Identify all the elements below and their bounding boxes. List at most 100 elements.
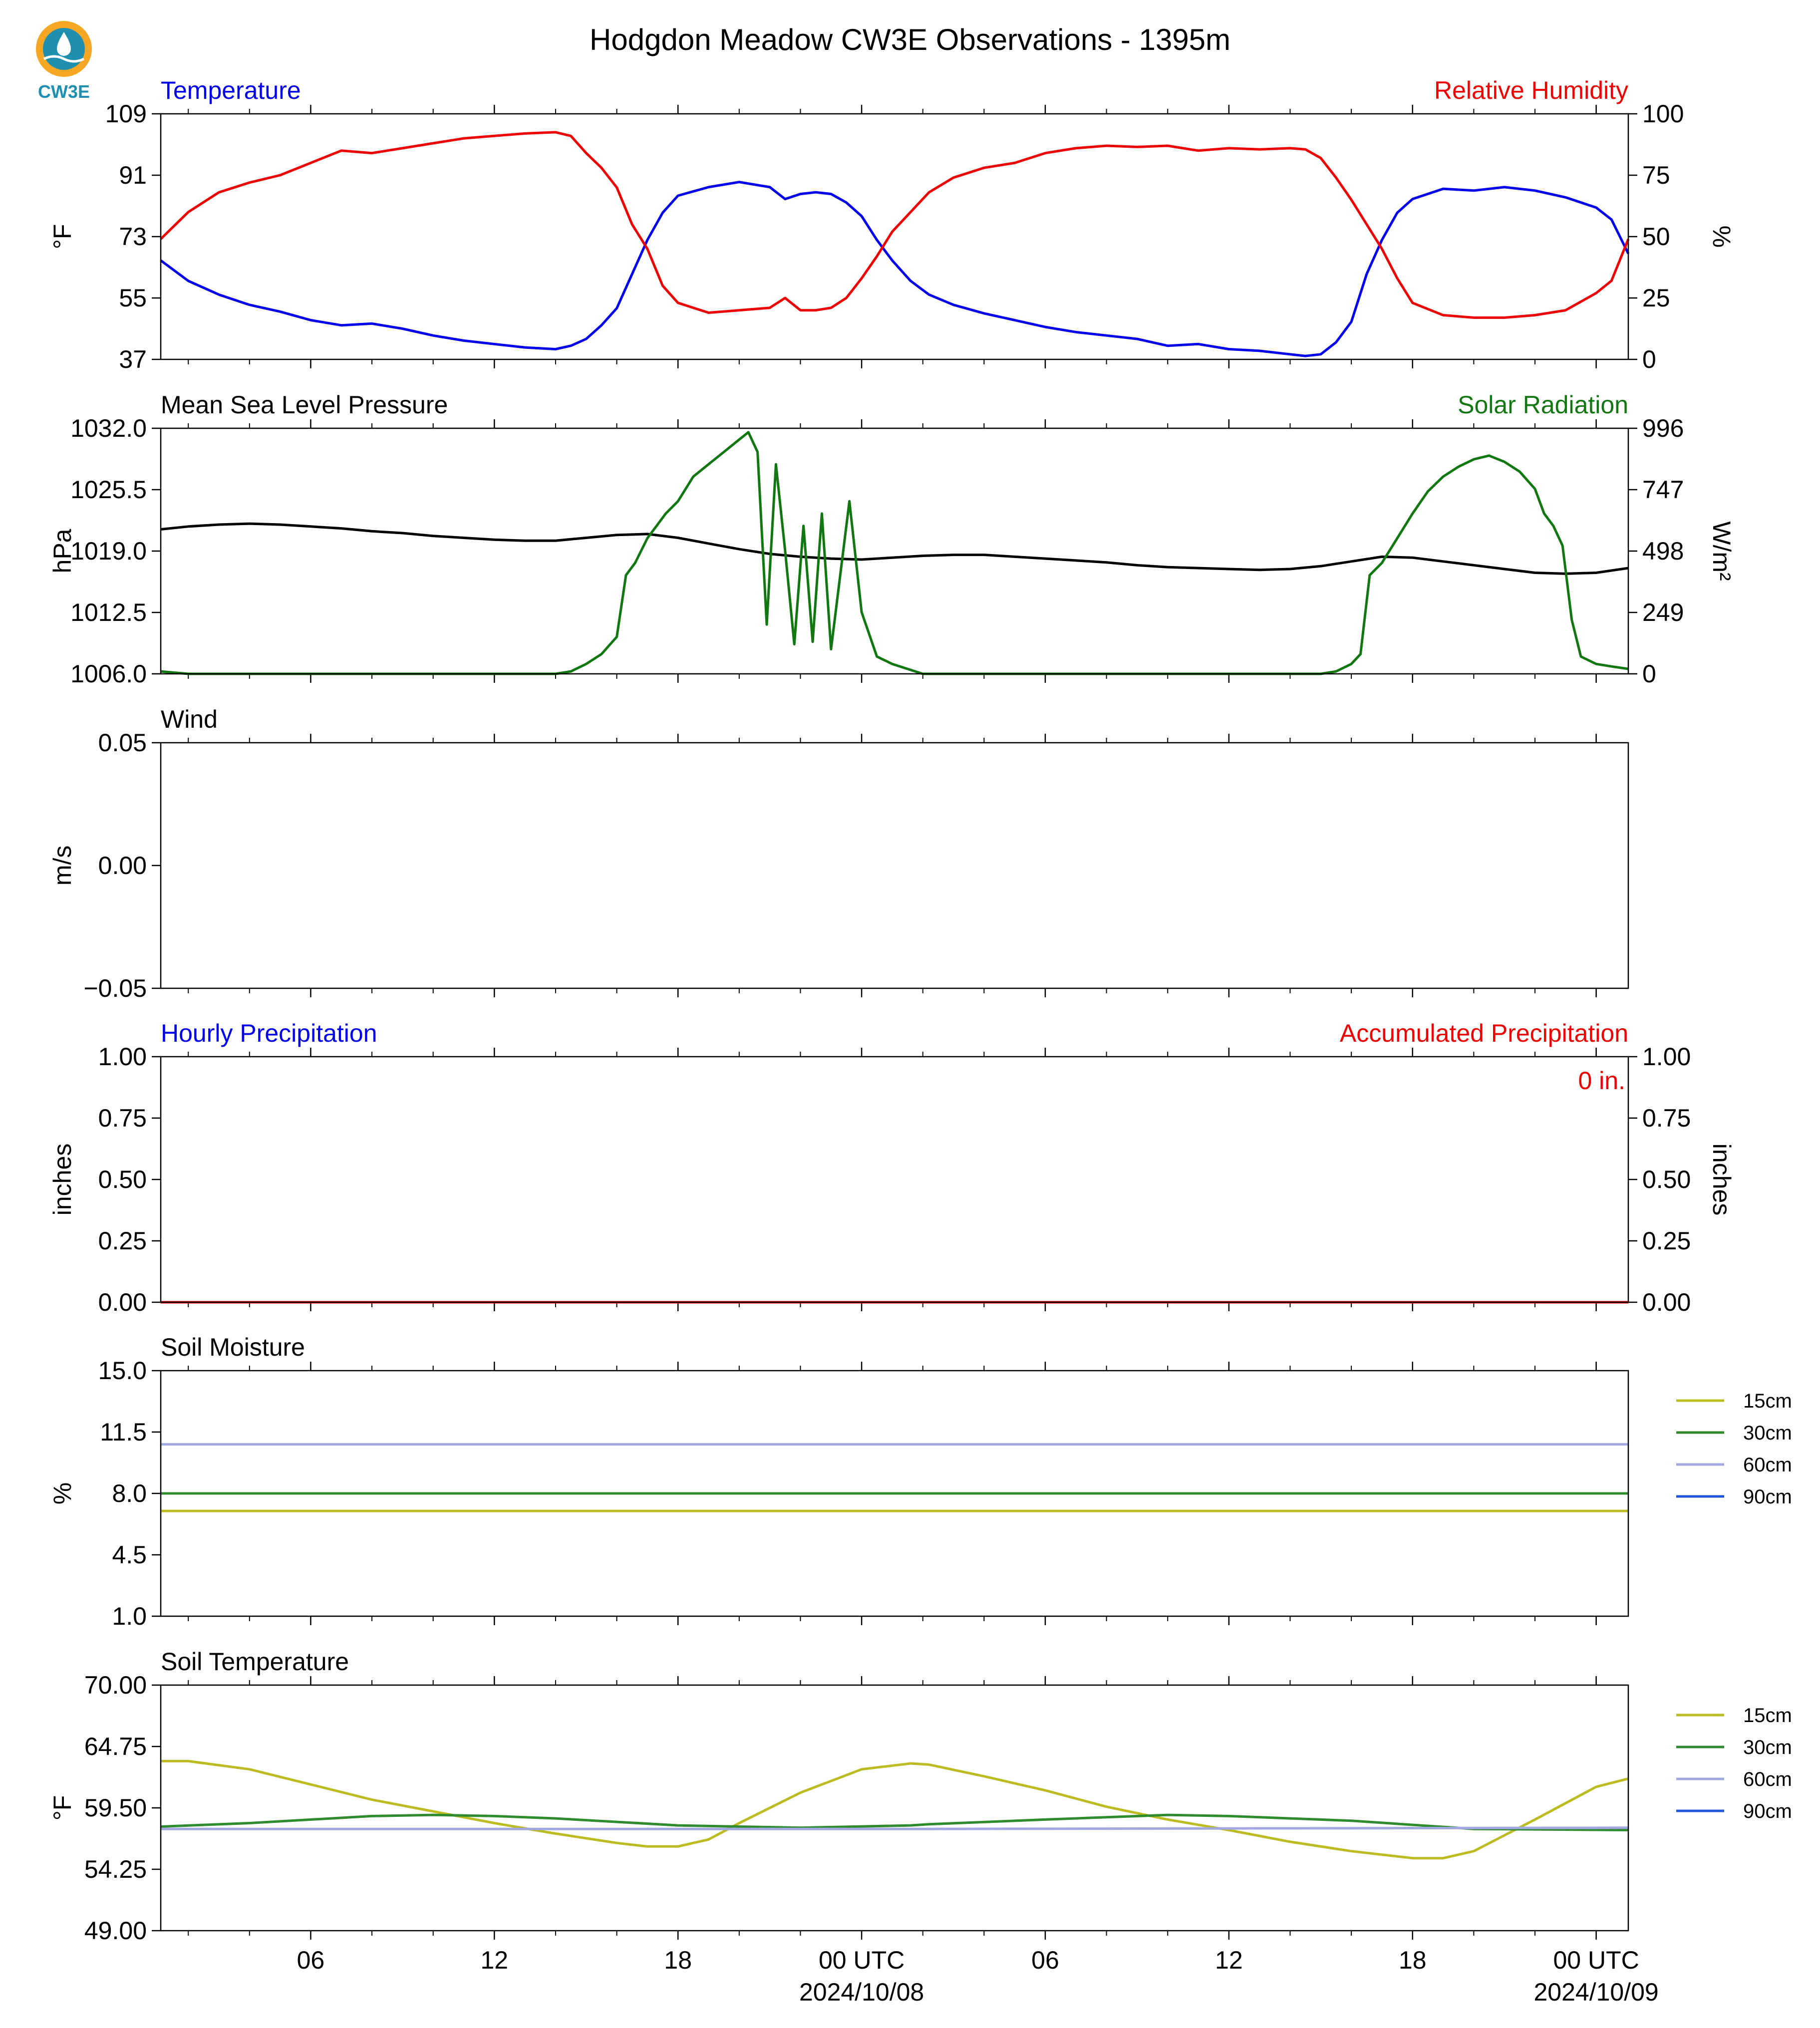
plot-frame [160,742,1629,989]
series-line-15cm [161,1759,1629,1860]
y-tick-label-right: 996 [1642,414,1684,442]
plot-frame [160,427,1629,675]
plot-frame [160,1370,1629,1617]
y-tick-label: 70.00 [84,1671,147,1699]
legend-label: 30cm [1743,1422,1792,1444]
panel-title-right: Relative Humidity [1434,76,1628,104]
x-tick-label: 18 [1399,1946,1427,1974]
legend-label: 90cm [1743,1486,1792,1508]
y-tick-label: 8.0 [112,1479,147,1507]
y-axis-label: °F [48,1795,76,1821]
panel-title-left: Soil Moisture [161,1333,305,1361]
legend-label: 60cm [1743,1454,1792,1476]
chart-panels: 37 55 73 91 109 0 25 50 75 100 Temperature Relative… [48,76,1792,2006]
y-tick-label: 15.0 [98,1357,147,1385]
x-tick-label: 18 [664,1946,692,1974]
plot-frame [160,1056,1629,1303]
legend-label: 15cm [1743,1390,1792,1412]
x-date-label: 2024/10/09 [1533,1978,1658,2006]
panel-title-left: Mean Sea Level Pressure [161,391,448,419]
series-line-30cm [160,1813,1629,1831]
x-tick-label: 12 [1215,1946,1243,1974]
y-tick-label-right: 25 [1642,284,1670,312]
y-tick-label: 109 [105,100,147,128]
panel-title-left: Wind [161,705,218,733]
y-tick-label-right: 1.00 [1642,1043,1691,1071]
y-tick-label: 0.00 [98,852,147,879]
series-line-mean-sea-level-pressure [160,522,1629,575]
y-tick-label: 0.25 [98,1227,147,1255]
wave-icon [43,55,85,63]
y-tick-label-right: 0 [1642,345,1656,373]
y-tick-label: 0.75 [98,1104,147,1132]
y-axis-label: hPa [48,529,76,573]
y-tick-label: 0.05 [98,729,147,757]
y-axis-label: °F [48,224,76,250]
y-tick-label: 4.5 [112,1541,147,1569]
panel-title-left: Hourly Precipitation [161,1019,377,1047]
y-tick-label: 1012.5 [70,598,147,626]
panel-pres_solar: 1006.0 1012.5 1019.0 1025.5 1032.0 0 249 498 747… [48,391,1736,688]
legend-label: 60cm [1743,1768,1792,1790]
y-tick-label: 64.75 [84,1733,147,1760]
series-line-relative-humidity [160,131,1630,319]
y-tick-label: 0.00 [98,1288,147,1316]
y-axis-label-right: % [1708,226,1736,248]
y-tick-label: 1006.0 [70,660,147,688]
panel-soil_moisture: 1.0 4.5 8.0 11.5 15.0 Soil Moisture% 15cm 30cm 6… [48,1333,1792,1630]
legend-label: 15cm [1743,1705,1792,1727]
y-tick-label-right: 50 [1642,223,1670,251]
panel-title-right: Accumulated Precipitation [1340,1019,1628,1047]
y-tick-label: 59.50 [84,1794,147,1822]
y-tick-label-right: 0.00 [1642,1288,1691,1316]
y-tick-label: 55 [119,284,147,312]
y-tick-label-right: 0.25 [1642,1227,1691,1255]
cw3e-logo: CW3E [36,21,92,102]
x-tick-label: 00 UTC [819,1946,905,1974]
series-line-60cm [161,1826,1629,1830]
figure-title: Hodgdon Meadow CW3E Observations - 1395m [590,23,1230,56]
y-tick-label-right: 747 [1642,476,1684,504]
y-tick-label: 37 [119,345,147,373]
y-axis-label: % [48,1482,76,1504]
series-line-solar-radiation [160,431,1629,675]
x-tick-label: 00 UTC [1553,1946,1639,1974]
y-tick-label-right: 100 [1642,100,1684,128]
y-tick-label: 54.25 [84,1855,147,1883]
panel-title-right: Solar Radiation [1458,391,1628,419]
y-tick-label: 1.0 [112,1602,147,1630]
y-axis-label: m/s [48,846,76,886]
y-axis-label-right: W/m² [1708,521,1736,580]
series-line-temperature [160,181,1630,357]
panel-soil_temp: 49.00 54.25 59.50 64.75 70.00 Soil Temperatur… [48,1648,1792,2006]
panel-precip: 0.00 0.25 0.50 0.75 1.00 0.00 0.25 0.50 0.75 1.00… [48,1019,1736,1316]
logo-text: CW3E [38,81,90,102]
legend-label: 30cm [1743,1737,1792,1758]
y-tick-label: 1.00 [98,1043,147,1071]
x-tick-label: 06 [297,1946,325,1974]
y-tick-label-right: 0.75 [1642,1104,1691,1132]
y-tick-label: 1032.0 [70,414,147,442]
y-tick-label: 11.5 [100,1418,147,1446]
panel-wind: −0.05 0.00 0.05 Wind m/s [48,705,1629,1002]
y-axis-label: inches [48,1144,76,1216]
water-drop-icon [57,32,71,56]
panel-temp_rh: 37 55 73 91 109 0 25 50 75 100 Temperature Relative… [48,76,1736,373]
accumulated-total-label: 0 in. [1578,1067,1625,1095]
panel-title-left: Temperature [161,76,301,104]
y-tick-label: 73 [119,223,147,251]
x-tick-label: 06 [1031,1946,1059,1974]
y-tick-label-right: 249 [1642,598,1684,626]
y-tick-label-right: 75 [1642,161,1670,189]
y-tick-label: −0.05 [83,974,147,1002]
plot-frame [160,113,1629,360]
y-tick-label-right: 0 [1642,660,1656,688]
y-axis-label-right: inches [1708,1144,1736,1216]
y-tick-label-right: 0.50 [1642,1165,1691,1193]
y-tick-label: 91 [119,161,147,189]
x-tick-label: 12 [481,1946,509,1974]
legend-label: 90cm [1743,1800,1792,1822]
y-tick-label: 0.50 [98,1165,147,1193]
x-date-label: 2024/10/08 [799,1978,924,2006]
y-tick-label: 49.00 [84,1917,147,1945]
